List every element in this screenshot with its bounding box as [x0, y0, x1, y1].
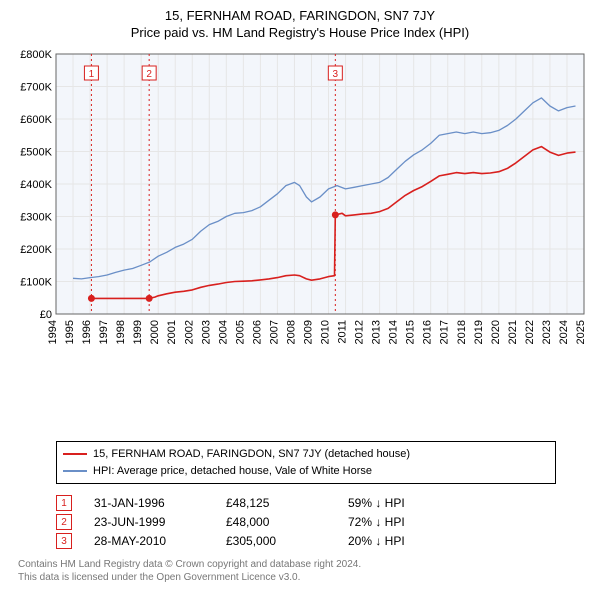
x-tick-label: 2022: [524, 320, 536, 344]
legend: 15, FERNHAM ROAD, FARINGDON, SN7 7JY (de…: [56, 441, 556, 484]
sales-table: 1 31-JAN-1996 £48,125 59% ↓ HPI 2 23-JUN…: [56, 492, 590, 552]
x-tick-label: 1999: [132, 320, 144, 344]
sale-date: 31-JAN-1996: [94, 496, 204, 510]
chart-sale-marker: 2: [146, 69, 152, 80]
table-row: 1 31-JAN-1996 £48,125 59% ↓ HPI: [56, 495, 590, 511]
legend-row-hpi: HPI: Average price, detached house, Vale…: [63, 463, 549, 480]
sale-price: £48,125: [226, 496, 326, 510]
sale-diff: 20% ↓ HPI: [348, 534, 448, 548]
sale-date: 28-MAY-2010: [94, 534, 204, 548]
chart: £0 £100K £200K £300K £400K £500K £600K £700K £80…: [10, 46, 590, 435]
sale-diff: 59% ↓ HPI: [348, 496, 448, 510]
sale-price: £305,000: [226, 534, 326, 548]
x-tick-label: 2023: [541, 320, 553, 344]
x-tick-label: 2012: [354, 320, 366, 344]
y-tick-label: £0: [40, 309, 52, 321]
x-tick-label: 2020: [490, 320, 502, 344]
legend-label-hpi: HPI: Average price, detached house, Vale…: [93, 463, 372, 480]
footer: Contains HM Land Registry data © Crown c…: [18, 558, 590, 584]
y-tick-label: £100K: [20, 277, 52, 289]
x-tick-label: 1997: [98, 320, 110, 344]
y-tick-label: £800K: [20, 49, 52, 61]
x-tick-label: 2007: [268, 320, 280, 344]
title-address: 15, FERNHAM ROAD, FARINGDON, SN7 7JY: [10, 8, 590, 23]
x-tick-label: 1995: [64, 320, 76, 344]
x-tick-label: 1996: [81, 320, 93, 344]
sale-price: £48,000: [226, 515, 326, 529]
legend-swatch-property: [63, 453, 87, 455]
x-tick-label: 2018: [456, 320, 468, 344]
y-tick-label: £700K: [20, 82, 52, 94]
sale-marker-1: 1: [56, 495, 72, 511]
legend-row-property: 15, FERNHAM ROAD, FARINGDON, SN7 7JY (de…: [63, 446, 549, 463]
title-block: 15, FERNHAM ROAD, FARINGDON, SN7 7JY Pri…: [10, 6, 590, 46]
chart-sale-marker: 3: [333, 69, 339, 80]
table-row: 3 28-MAY-2010 £305,000 20% ↓ HPI: [56, 533, 590, 549]
y-tick-label: £400K: [20, 179, 52, 191]
x-tick-label: 2009: [302, 320, 314, 344]
y-tick-label: £200K: [20, 244, 52, 256]
x-tick-label: 2014: [388, 320, 400, 344]
x-tick-label: 1998: [115, 320, 127, 344]
legend-label-property: 15, FERNHAM ROAD, FARINGDON, SN7 7JY (de…: [93, 446, 410, 463]
x-tick-label: 2008: [285, 320, 297, 344]
footer-line1: Contains HM Land Registry data © Crown c…: [18, 558, 590, 571]
y-tick-label: £500K: [20, 147, 52, 159]
y-tick-label: £600K: [20, 114, 52, 126]
x-tick-label: 2010: [320, 320, 332, 344]
x-tick-label: 2003: [200, 320, 212, 344]
title-subtitle: Price paid vs. HM Land Registry's House …: [10, 25, 590, 40]
chart-svg: £0 £100K £200K £300K £400K £500K £600K £700K £80…: [10, 46, 590, 356]
footer-line2: This data is licensed under the Open Gov…: [18, 571, 590, 584]
x-tick-label: 2011: [337, 320, 349, 344]
x-tick-label: 2017: [439, 320, 451, 344]
legend-swatch-hpi: [63, 470, 87, 472]
x-tick-label: 2005: [234, 320, 246, 344]
x-tick-label: 2000: [149, 320, 161, 344]
x-tick-label: 2015: [405, 320, 417, 344]
sale-date: 23-JUN-1999: [94, 515, 204, 529]
x-tick-label: 2019: [473, 320, 485, 344]
page-root: 15, FERNHAM ROAD, FARINGDON, SN7 7JY Pri…: [0, 0, 600, 590]
table-row: 2 23-JUN-1999 £48,000 72% ↓ HPI: [56, 514, 590, 530]
chart-sale-marker: 1: [89, 69, 95, 80]
x-tick-label: 2016: [422, 320, 434, 344]
x-tick-label: 2006: [251, 320, 263, 344]
x-tick-label: 2004: [217, 320, 229, 344]
x-tick-label: 2021: [507, 320, 519, 344]
y-tick-label: £300K: [20, 212, 52, 224]
sale-marker-3: 3: [56, 533, 72, 549]
sale-diff: 72% ↓ HPI: [348, 515, 448, 529]
x-tick-label: 2024: [558, 320, 570, 344]
x-tick-label: 2025: [575, 320, 587, 344]
x-tick-label: 2013: [371, 320, 383, 344]
x-tick-label: 2002: [183, 320, 195, 344]
x-tick-label: 1994: [47, 320, 59, 344]
sale-marker-2: 2: [56, 514, 72, 530]
x-tick-label: 2001: [166, 320, 178, 344]
